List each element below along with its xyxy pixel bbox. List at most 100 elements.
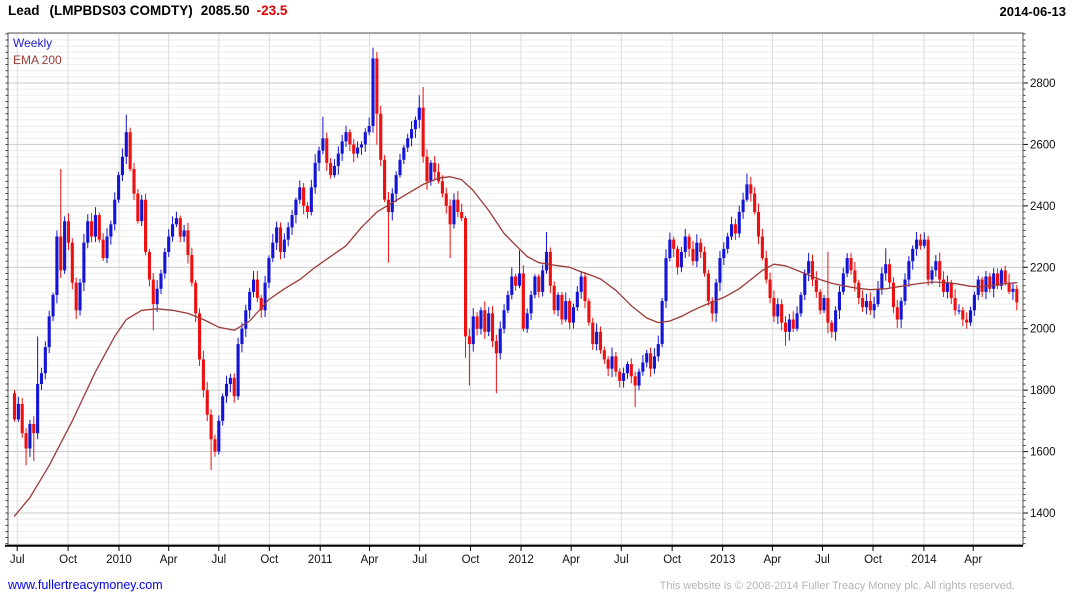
candle-body [649,353,653,369]
ema-200-line [13,176,1018,517]
candle-body [228,377,232,384]
candle-body [109,224,113,237]
candle-body [471,316,475,345]
candle-body [275,227,279,243]
candle-body [760,236,764,259]
candle-body [776,304,780,317]
candle-body [918,239,922,246]
candle-body [55,236,59,295]
candle-body [988,276,992,289]
instrument-name: Lead [8,3,40,18]
candle-body [834,310,838,332]
candle-body [379,113,383,160]
candle-body [571,307,576,323]
candle-body [637,371,641,386]
candle-body [861,298,865,308]
y-axis-label: 1600 [1030,447,1056,459]
candle-body [980,279,984,292]
candle-body [942,279,946,292]
x-axis-label: Apr [763,554,781,566]
candle-body [803,273,807,295]
candle-body [302,187,306,206]
x-axis-label: Oct [462,554,481,566]
candle-body [930,270,934,280]
candle-body [568,301,572,323]
candle-body [240,328,244,345]
candle-body [772,298,776,317]
candle-body [251,279,256,292]
x-axis-label: Jul [815,554,830,566]
candle-body [714,282,718,314]
candle-body [105,236,109,259]
candle-body [417,107,421,120]
candle-body [332,165,337,176]
candle-body [144,199,148,252]
candle-body [171,224,175,237]
candle-body [356,147,360,154]
x-axis-label: 2014 [911,554,937,566]
x-axis-label: Oct [663,554,682,566]
candle-body [371,58,375,126]
x-axis-label: Apr [964,554,982,566]
candle-body [82,242,86,283]
candle-body [702,251,707,274]
candle-body [645,353,649,363]
candle-body [221,396,225,421]
candle-body [537,276,541,292]
candle-body [174,218,178,225]
candle-body [255,279,259,298]
candle-body [16,403,20,420]
candle-body [12,393,17,420]
candle-body [695,242,699,262]
candle-body [402,147,406,160]
candle-body [903,279,907,302]
candle-body [610,356,614,369]
candle-body [814,279,818,292]
candle-body [120,156,124,176]
candle-body [32,423,36,434]
candle-body [579,276,583,292]
candle-body [167,236,171,252]
candle-body [217,420,221,452]
x-axis-label: 2010 [106,554,132,566]
x-axis-label: Oct [260,554,279,566]
candle-body [298,187,302,200]
candle-body [475,316,479,329]
candle-body [652,356,656,369]
candle-body [128,132,132,169]
candle-body [891,282,895,308]
candle-body [691,248,695,262]
candle-body [888,264,892,283]
candle-body [352,144,356,154]
candle-body [282,239,286,252]
candle-body [201,359,205,391]
candle-body [483,310,487,332]
candle-body [1007,282,1011,292]
website-link[interactable]: www.fullertreacymoney.com [8,578,163,592]
candle-body [136,193,140,222]
candle-body [575,291,579,308]
x-axis-label: 2013 [710,554,736,566]
candle-body [591,322,595,345]
candle-body [999,270,1003,286]
candle-body [163,251,167,274]
candle-body [263,282,267,311]
candle-body [922,239,926,246]
candle-body [583,276,587,302]
candle-body [830,322,834,332]
candle-body [756,212,761,237]
candle-body [972,294,976,311]
candle-body [433,162,437,173]
candle-body [787,319,791,332]
candle-body [857,282,861,298]
candle-body [733,224,737,234]
candle-body [425,156,429,182]
x-axis-label: Jul [10,554,25,566]
candle-body [517,273,522,286]
candle-body [810,261,815,280]
x-axis-label: Oct [864,554,883,566]
candle-body [726,236,730,249]
candle-body [394,175,398,194]
candle-body [286,227,290,240]
